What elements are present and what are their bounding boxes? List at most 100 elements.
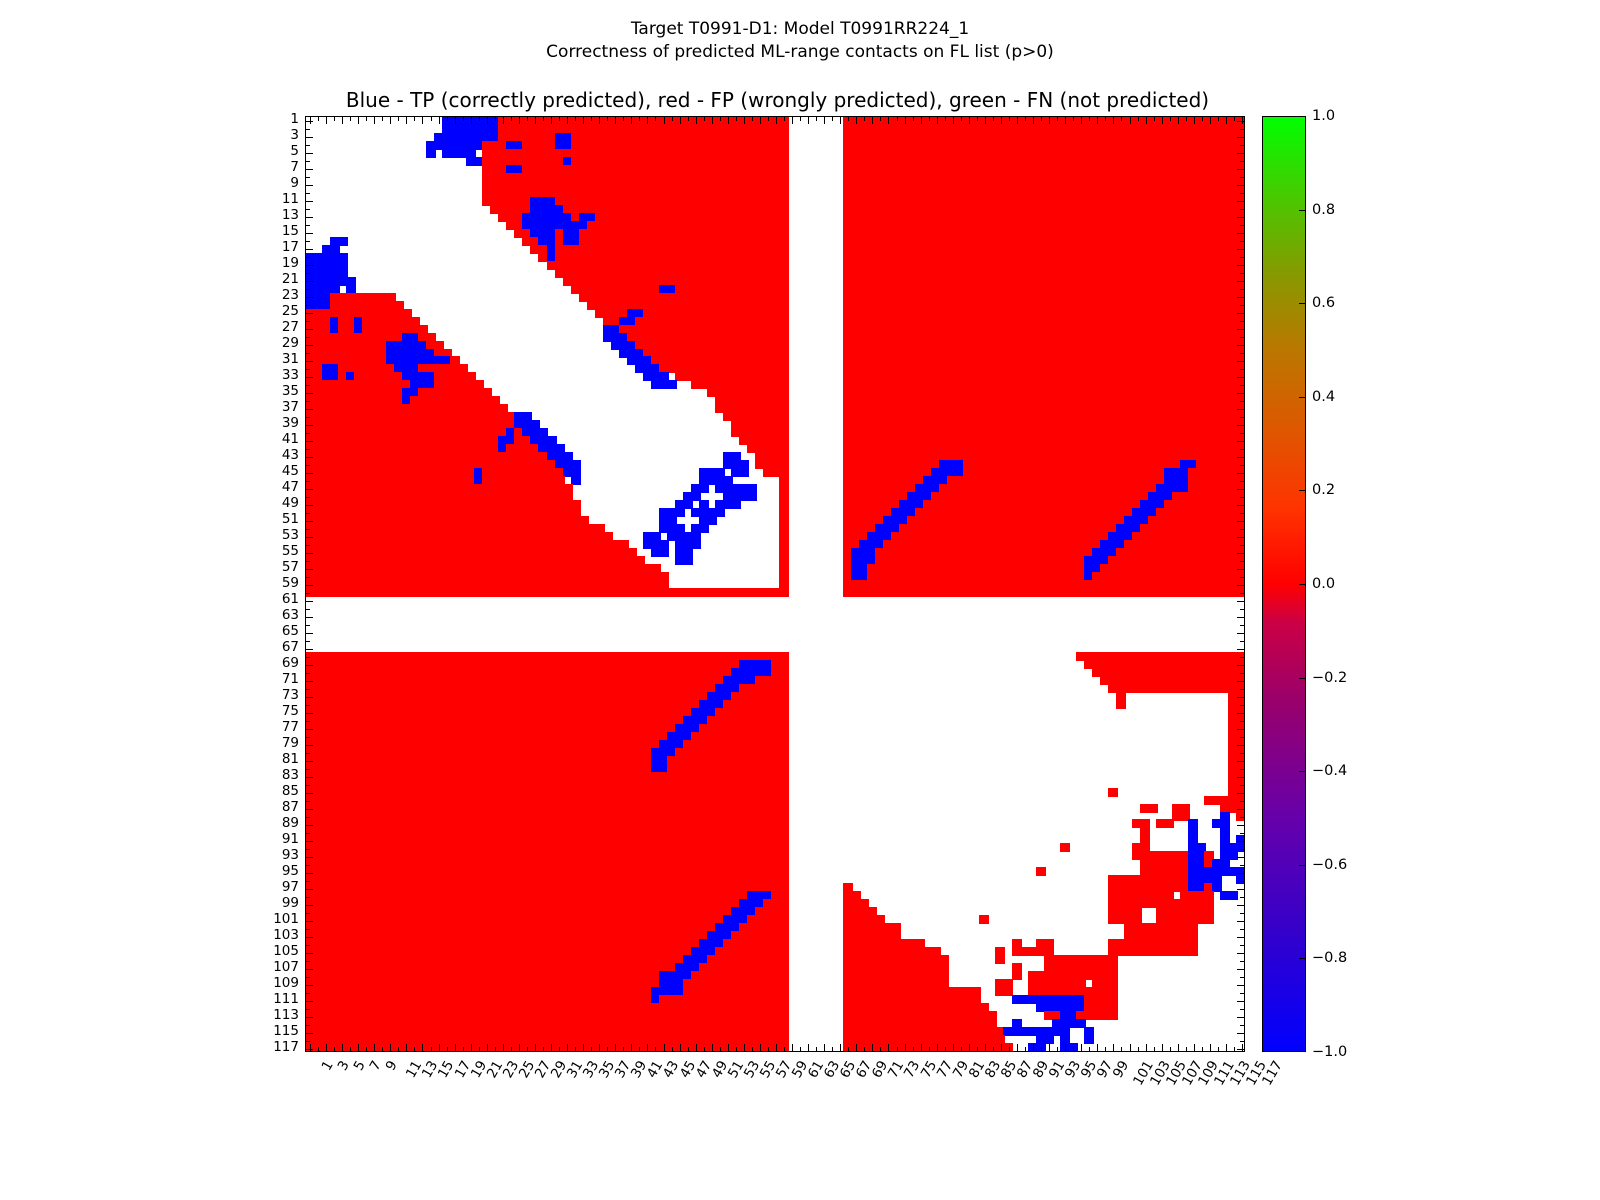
x-axis-tick-top (422, 117, 424, 124)
y-axis-tick-right (1237, 313, 1244, 314)
x-axis-tick-top (374, 117, 376, 124)
x-axis-tick-top (1209, 117, 1211, 124)
y-axis-tick (306, 441, 313, 442)
y-axis-tick-label: 41 (281, 431, 299, 447)
x-axis-tick (976, 1047, 978, 1051)
x-axis-tick (679, 1044, 681, 1051)
y-axis-tick (306, 945, 310, 946)
x-axis-tick (848, 1047, 850, 1051)
y-axis-tick-right (1240, 273, 1244, 274)
y-axis-tick (306, 1025, 310, 1026)
x-axis-tick (631, 1044, 633, 1051)
x-axis-tick-top (952, 117, 954, 124)
y-axis-tick-right (1240, 769, 1244, 770)
x-axis-tick (502, 1044, 504, 1051)
y-axis-tick (306, 217, 313, 218)
y-axis-tick-right (1240, 497, 1244, 498)
x-axis-tick-top (470, 117, 472, 124)
y-axis-tick-right (1237, 889, 1244, 890)
colorbar-tick-label: 0.2 (1312, 482, 1336, 499)
x-axis-tick (559, 1047, 561, 1051)
y-axis-tick-right (1237, 409, 1244, 410)
x-axis-tick (1041, 1047, 1043, 1051)
y-axis-tick (306, 209, 310, 210)
x-axis-tick-top (1185, 117, 1187, 121)
x-axis-tick-top (832, 117, 834, 121)
contact-map-axes[interactable] (305, 116, 1245, 1052)
x-axis-tick (671, 1047, 673, 1051)
colorbar[interactable] (1262, 116, 1306, 1052)
contact-map-heatmap[interactable] (306, 117, 1244, 1051)
x-axis-tick (639, 1047, 641, 1051)
colorbar-tick-labels: 1.0 0.8 0.6 0.4 0.2 0.0 −0.2 −0.4 −0.6 −0.8 −1.0 (1312, 109, 1382, 1059)
y-axis-tick-right (1237, 1033, 1244, 1034)
y-axis-tick (306, 857, 313, 858)
y-axis-tick-label: 63 (281, 607, 299, 623)
x-axis-tick-top (800, 117, 802, 121)
x-axis-tick (719, 1047, 721, 1051)
x-axis-tick-top (510, 117, 512, 121)
y-axis-tick-right (1240, 929, 1244, 930)
x-axis-tick (776, 1044, 777, 1051)
x-axis-tick (543, 1047, 544, 1051)
y-axis-tick-right (1237, 393, 1244, 394)
y-axis-tick-label: 11 (281, 191, 299, 207)
y-axis-tick (306, 849, 310, 850)
colorbar-tick-label: 0.4 (1312, 388, 1336, 405)
y-axis-tick-label: 45 (281, 463, 299, 479)
x-axis-tick (1113, 1044, 1115, 1051)
y-axis-tick-right (1237, 745, 1244, 746)
x-axis-tick (1089, 1047, 1091, 1051)
x-axis-tick (1177, 1044, 1179, 1051)
y-axis-tick (306, 457, 313, 458)
y-axis-tick (306, 185, 313, 186)
y-axis-tick-label: 29 (281, 335, 299, 351)
x-axis-tick-top (494, 117, 496, 121)
y-axis-tick-right (1237, 969, 1244, 970)
y-axis-tick-right (1237, 1049, 1244, 1050)
y-axis-tick (306, 401, 310, 402)
y-axis-tick-label: 97 (281, 879, 299, 895)
x-axis-tick-top (382, 117, 384, 121)
y-axis-tick (306, 505, 313, 506)
y-axis-tick-label: 31 (281, 351, 299, 367)
y-axis-tick-right (1237, 249, 1244, 250)
y-axis-tick-right (1240, 849, 1244, 850)
x-axis-tick-top (1000, 117, 1002, 124)
x-axis-tick (952, 1044, 954, 1051)
x-axis-tick (1233, 1047, 1235, 1051)
y-axis-tick-label: 109 (273, 975, 299, 991)
y-axis-tick-right (1237, 633, 1244, 634)
y-axis-tick (306, 793, 313, 794)
x-axis-tick (711, 1044, 713, 1051)
y-axis-tick-label: 69 (281, 655, 299, 671)
y-axis-tick (306, 153, 313, 154)
x-axis-tick (743, 1044, 745, 1051)
x-axis-tick-top (639, 117, 641, 121)
x-axis-tick-top (711, 117, 713, 124)
x-axis-tick (1145, 1044, 1147, 1051)
x-axis-tick (575, 1047, 577, 1051)
y-axis-tick (306, 937, 313, 938)
x-axis-tick-top (414, 117, 416, 121)
x-axis-tick-top (1033, 117, 1035, 124)
x-axis-tick (888, 1044, 890, 1051)
x-axis-tick (326, 1044, 328, 1051)
y-axis-tick-right (1237, 265, 1244, 266)
y-axis-tick-label: 7 (290, 159, 299, 175)
x-axis-tick-top (534, 117, 536, 124)
y-axis-tick-right (1237, 425, 1244, 426)
x-axis-tick-top (1225, 117, 1227, 124)
x-axis-tick (1017, 1044, 1019, 1051)
y-axis-tick-right (1240, 545, 1244, 546)
x-axis-tick-top (928, 117, 930, 121)
y-axis-tick-right (1237, 761, 1244, 762)
x-axis-tick-top (398, 117, 400, 121)
colorbar-tick-label: −0.8 (1312, 950, 1348, 967)
x-axis-tick (1049, 1044, 1051, 1051)
x-axis-tick (615, 1044, 617, 1051)
x-axis-tick-top (1233, 117, 1235, 121)
x-axis-tick (1225, 1044, 1227, 1051)
x-axis-tick (840, 1044, 842, 1051)
x-axis-tick-top (591, 117, 593, 121)
